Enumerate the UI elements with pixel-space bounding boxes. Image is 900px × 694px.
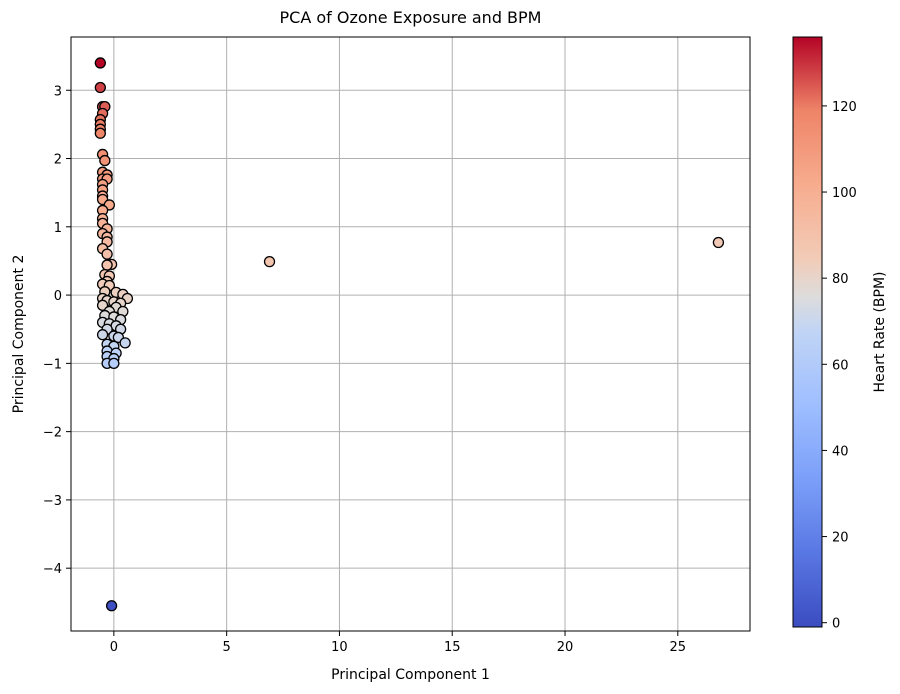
y-tick-label: −2: [43, 426, 62, 441]
x-axis-ticks: 0 5 10 15 20 25: [110, 631, 686, 655]
colorbar-tick-label: 60: [832, 358, 849, 373]
data-point: [96, 329, 109, 341]
data-point: [119, 337, 131, 349]
data-point: [94, 57, 106, 69]
colorbar-tick-label: 100: [832, 186, 857, 201]
data-point: [712, 236, 725, 249]
x-tick-label: 0: [110, 640, 118, 655]
chart-title: PCA of Ozone Exposure and BPM: [279, 8, 542, 27]
data-point: [105, 600, 118, 612]
y-tick-label: 2: [54, 153, 62, 168]
y-tick-label: 3: [54, 84, 62, 99]
data-point: [94, 127, 106, 139]
x-tick-label: 25: [670, 640, 687, 655]
colorbar-tick-label: 120: [832, 100, 857, 115]
y-tick-label: 1: [54, 221, 62, 236]
x-tick-label: 15: [444, 640, 461, 655]
colorbar-label: Heart Rate (BPM): [872, 271, 888, 392]
y-tick-label: −3: [43, 494, 62, 509]
colorbar: [792, 36, 823, 628]
data-point: [99, 154, 111, 167]
colorbar-tick-label: 0: [832, 617, 840, 632]
x-tick-label: 5: [223, 640, 231, 655]
y-tick-label: −1: [43, 357, 62, 372]
grid-lines: [71, 37, 750, 631]
data-point: [101, 259, 113, 271]
colorbar-ticks: 0 20 40 60 80 100 120: [822, 100, 857, 632]
scatter-points: [94, 57, 725, 612]
data-point: [263, 255, 276, 268]
colorbar-tick-label: 40: [832, 444, 849, 459]
y-tick-label: 0: [54, 289, 62, 304]
colorbar-tick-label: 20: [832, 531, 849, 546]
data-point: [94, 81, 106, 94]
colorbar-tick-label: 80: [832, 272, 849, 287]
y-axis-label: Principal Component 2: [11, 255, 27, 414]
x-axis-label: Principal Component 1: [331, 667, 490, 683]
y-axis-ticks: −4 −3 −2 −1 0 1 2 3: [43, 84, 71, 577]
x-tick-label: 20: [557, 640, 574, 655]
plot-frame: [70, 36, 751, 632]
data-point: [101, 248, 113, 260]
x-tick-label: 10: [331, 640, 348, 655]
y-tick-label: −4: [43, 562, 62, 577]
data-point: [108, 357, 120, 370]
